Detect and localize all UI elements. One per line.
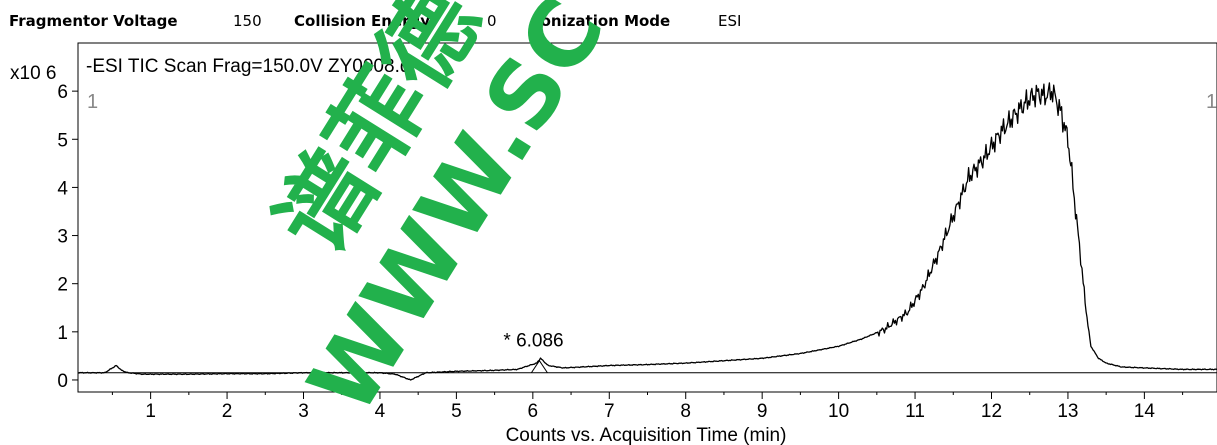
x-tick-label: 9	[757, 401, 768, 422]
y-tick-label: 0	[57, 371, 68, 392]
y-tick-label: 2	[57, 275, 68, 296]
x-axis: 1 2 3 4 5 6 7 8 9 10 11 12 13 14	[111, 392, 1184, 422]
x-tick-label: 11	[905, 401, 925, 422]
param-value-ionization-mode: ESI	[718, 12, 742, 30]
x-tick-label: 1	[145, 401, 156, 422]
x-tick-label: 12	[981, 401, 1002, 422]
x-tick-label: 6	[528, 401, 539, 422]
x-tick-label: 10	[828, 401, 849, 422]
y-tick-label: 5	[57, 130, 68, 151]
x-tick-label: 5	[451, 401, 462, 422]
trace-index-left: 1	[87, 91, 98, 113]
plot-frame	[77, 42, 1217, 393]
x-axis-title: Counts vs. Acquisition Time (min)	[506, 425, 787, 445]
chart-title: -ESI TIC Scan Frag=150.0V ZY0008.d	[86, 56, 410, 77]
y-tick-label: 6	[57, 82, 68, 103]
param-label-ionization-mode: Ionization Mode	[535, 12, 671, 30]
x-tick-label: 2	[222, 401, 233, 422]
x-tick-label: 13	[1057, 401, 1078, 422]
param-label-fragmentor: Fragmentor Voltage	[9, 12, 178, 30]
param-label-collision-energy: Collision Energy	[294, 12, 431, 30]
y-tick-label: 3	[57, 227, 68, 248]
param-value-collision-energy: 0	[487, 12, 497, 30]
peak-annotation: * 6.086	[503, 331, 563, 352]
x-tick-label: 3	[298, 401, 309, 422]
y-scale-label: x10 6	[10, 63, 56, 84]
x-tick-label: 14	[1134, 401, 1156, 422]
y-axis: 0 1 2 3 4 5 6	[57, 82, 78, 392]
param-value-fragmentor: 150	[233, 12, 262, 30]
integrated-peak-marker	[530, 359, 548, 374]
y-tick-label: 4	[57, 178, 68, 199]
x-tick-label: 4	[375, 401, 386, 422]
acquisition-params-bar: Fragmentor Voltage 150 Collision Energy …	[0, 12, 1217, 34]
y-tick-label: 1	[57, 323, 68, 344]
tic-trace	[78, 82, 1217, 381]
x-tick-label: 8	[680, 401, 691, 422]
x-tick-label: 7	[604, 401, 615, 422]
trace-index-right: 1	[1206, 91, 1217, 113]
